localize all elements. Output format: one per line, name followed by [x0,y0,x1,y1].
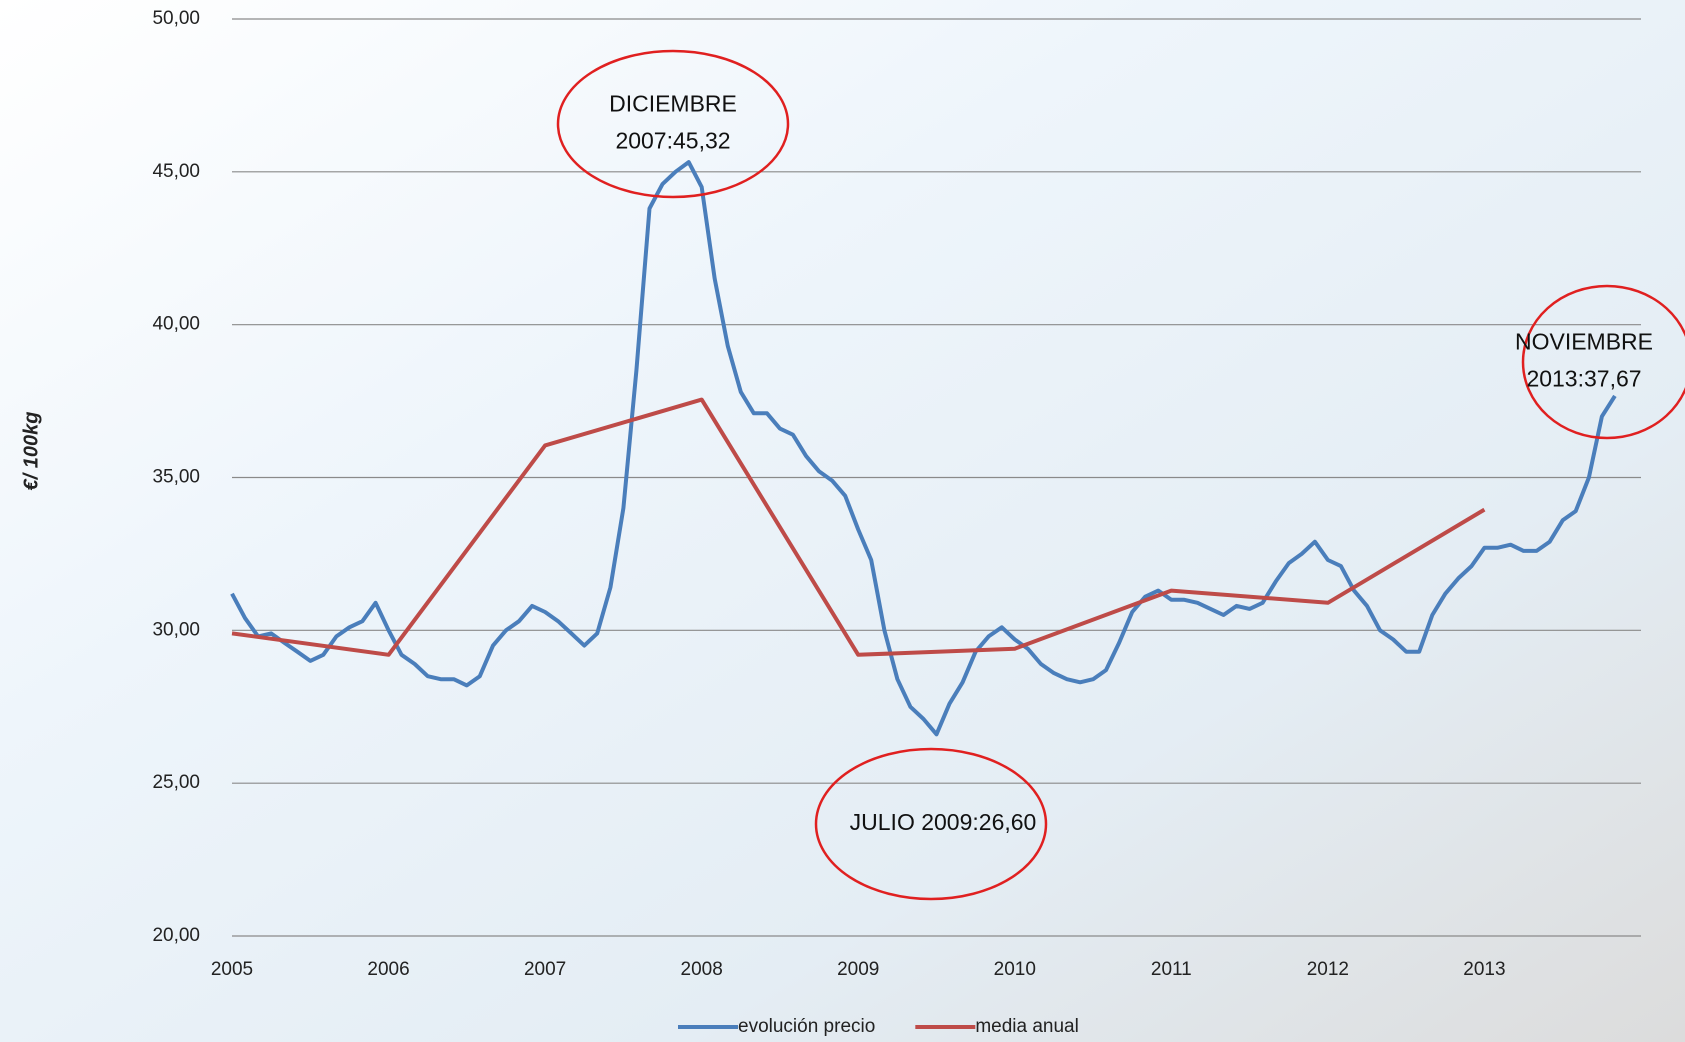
y-tick-label: 50,00 [152,8,200,29]
x-tick-label: 2009 [837,959,879,980]
y-tick-label: 25,00 [152,772,200,793]
y-tick-label: 45,00 [152,161,200,182]
x-tick-label: 2011 [1151,959,1192,980]
line-series [231,397,1486,657]
line-series [230,160,1617,737]
x-tick-label: 2006 [367,959,409,980]
annotation-ellipse [814,747,1048,901]
annotation-text: DICIEMBRE [609,91,737,117]
annotation-ellipse [556,49,790,199]
x-tick-label: 2013 [1463,959,1505,980]
annotation-text: 2007:45,32 [615,128,730,154]
annotation-text: JULIO 2009:26,60 [850,809,1037,835]
y-tick-label: 35,00 [152,467,200,488]
legend-label: media anual [975,1016,1079,1037]
x-tick-label: 2012 [1307,959,1349,980]
annotation-text: 2013:37,67 [1526,366,1641,392]
y-tick-label: 30,00 [152,619,200,640]
x-tick-label: 2007 [524,959,566,980]
x-tick-label: 2010 [994,959,1036,980]
legend-label: evolución precio [738,1016,875,1037]
y-axis-label: €/ 100kg [20,412,42,491]
annotation-text: NOVIEMBRE [1515,329,1653,355]
x-tick-label: 2008 [681,959,723,980]
y-tick-label: 20,00 [152,925,200,946]
annotation-ellipse [1521,284,1685,440]
y-tick-label: 40,00 [152,314,200,335]
x-tick-label: 2005 [211,959,253,980]
